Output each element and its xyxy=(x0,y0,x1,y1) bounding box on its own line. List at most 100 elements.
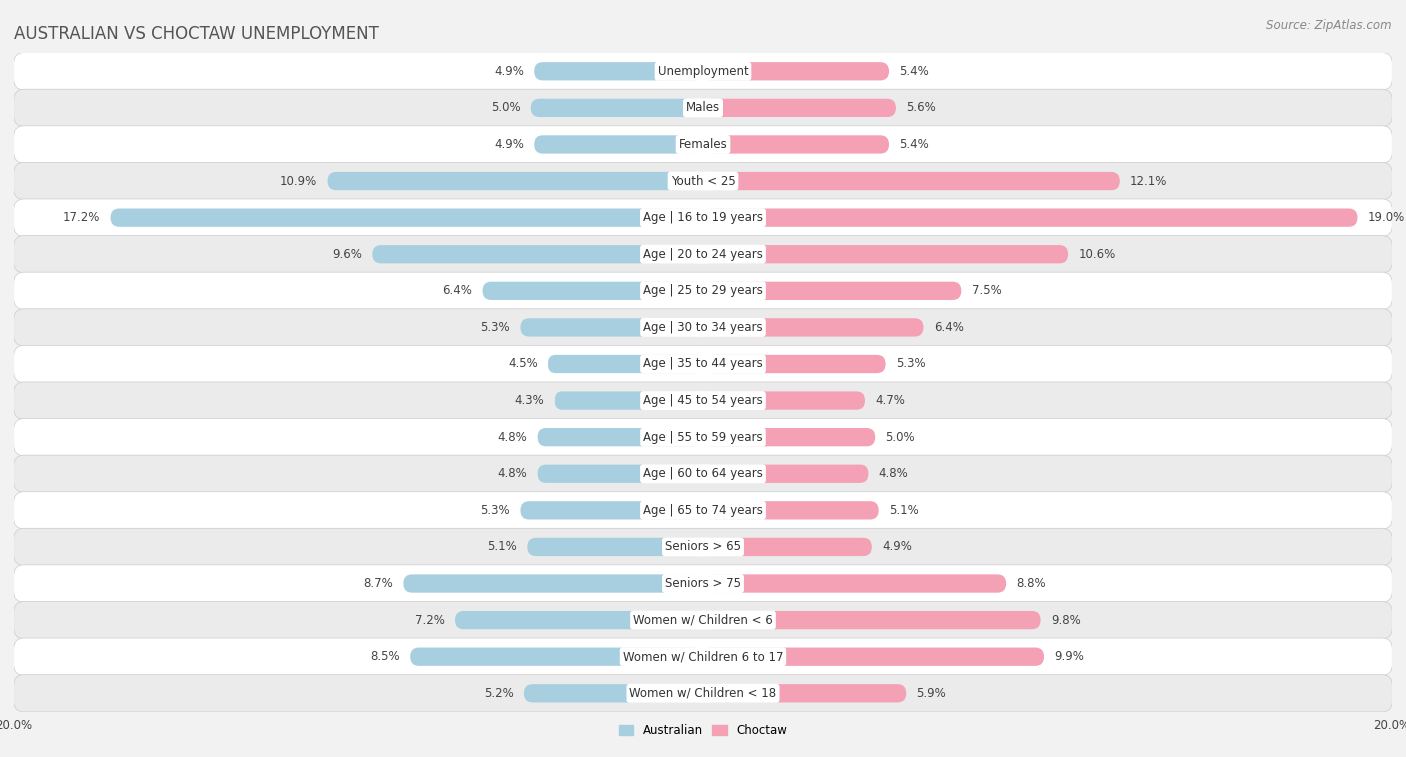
FancyBboxPatch shape xyxy=(703,391,865,410)
Text: Age | 20 to 24 years: Age | 20 to 24 years xyxy=(643,248,763,260)
Text: 9.8%: 9.8% xyxy=(1050,614,1081,627)
Text: Youth < 25: Youth < 25 xyxy=(671,175,735,188)
Text: Age | 25 to 29 years: Age | 25 to 29 years xyxy=(643,285,763,298)
Text: Unemployment: Unemployment xyxy=(658,65,748,78)
FancyBboxPatch shape xyxy=(537,465,703,483)
FancyBboxPatch shape xyxy=(14,565,1392,602)
Text: Women w/ Children < 6: Women w/ Children < 6 xyxy=(633,614,773,627)
FancyBboxPatch shape xyxy=(520,501,703,519)
FancyBboxPatch shape xyxy=(14,602,1392,639)
Text: 4.8%: 4.8% xyxy=(498,431,527,444)
Text: Age | 30 to 34 years: Age | 30 to 34 years xyxy=(643,321,763,334)
Text: 6.4%: 6.4% xyxy=(443,285,472,298)
Text: 4.8%: 4.8% xyxy=(879,467,908,480)
Text: 5.2%: 5.2% xyxy=(484,687,513,699)
Text: AUSTRALIAN VS CHOCTAW UNEMPLOYMENT: AUSTRALIAN VS CHOCTAW UNEMPLOYMENT xyxy=(14,25,380,43)
FancyBboxPatch shape xyxy=(703,537,872,556)
FancyBboxPatch shape xyxy=(14,53,1392,90)
FancyBboxPatch shape xyxy=(456,611,703,629)
Text: Age | 60 to 64 years: Age | 60 to 64 years xyxy=(643,467,763,480)
FancyBboxPatch shape xyxy=(703,98,896,117)
FancyBboxPatch shape xyxy=(531,98,703,117)
Text: Seniors > 75: Seniors > 75 xyxy=(665,577,741,590)
Text: 19.0%: 19.0% xyxy=(1368,211,1405,224)
Text: Males: Males xyxy=(686,101,720,114)
FancyBboxPatch shape xyxy=(373,245,703,263)
Text: Females: Females xyxy=(679,138,727,151)
Text: 5.3%: 5.3% xyxy=(481,504,510,517)
Text: 12.1%: 12.1% xyxy=(1130,175,1167,188)
Text: 5.3%: 5.3% xyxy=(481,321,510,334)
FancyBboxPatch shape xyxy=(404,575,703,593)
Text: 8.8%: 8.8% xyxy=(1017,577,1046,590)
FancyBboxPatch shape xyxy=(14,163,1392,200)
FancyBboxPatch shape xyxy=(703,282,962,300)
FancyBboxPatch shape xyxy=(703,428,875,447)
Text: 4.7%: 4.7% xyxy=(875,394,905,407)
Text: 10.6%: 10.6% xyxy=(1078,248,1116,260)
Text: 10.9%: 10.9% xyxy=(280,175,318,188)
FancyBboxPatch shape xyxy=(14,273,1392,310)
FancyBboxPatch shape xyxy=(14,309,1392,346)
FancyBboxPatch shape xyxy=(411,647,703,666)
Text: Age | 45 to 54 years: Age | 45 to 54 years xyxy=(643,394,763,407)
Text: Seniors > 65: Seniors > 65 xyxy=(665,540,741,553)
Text: 5.6%: 5.6% xyxy=(907,101,936,114)
FancyBboxPatch shape xyxy=(703,611,1040,629)
Text: 5.1%: 5.1% xyxy=(889,504,918,517)
FancyBboxPatch shape xyxy=(703,136,889,154)
Text: 4.9%: 4.9% xyxy=(882,540,912,553)
FancyBboxPatch shape xyxy=(14,199,1392,236)
Text: Women w/ Children < 18: Women w/ Children < 18 xyxy=(630,687,776,699)
Legend: Australian, Choctaw: Australian, Choctaw xyxy=(614,719,792,742)
Text: Age | 35 to 44 years: Age | 35 to 44 years xyxy=(643,357,763,370)
FancyBboxPatch shape xyxy=(703,647,1045,666)
FancyBboxPatch shape xyxy=(520,318,703,337)
Text: 8.5%: 8.5% xyxy=(370,650,399,663)
Text: Age | 16 to 19 years: Age | 16 to 19 years xyxy=(643,211,763,224)
FancyBboxPatch shape xyxy=(14,455,1392,492)
Text: 5.0%: 5.0% xyxy=(886,431,915,444)
Text: 5.4%: 5.4% xyxy=(900,138,929,151)
Text: Age | 55 to 59 years: Age | 55 to 59 years xyxy=(643,431,763,444)
Text: 9.6%: 9.6% xyxy=(332,248,361,260)
Text: 5.1%: 5.1% xyxy=(488,540,517,553)
FancyBboxPatch shape xyxy=(14,126,1392,163)
FancyBboxPatch shape xyxy=(534,136,703,154)
Text: 5.9%: 5.9% xyxy=(917,687,946,699)
Text: 5.0%: 5.0% xyxy=(491,101,520,114)
FancyBboxPatch shape xyxy=(703,465,869,483)
FancyBboxPatch shape xyxy=(534,62,703,80)
Text: 17.2%: 17.2% xyxy=(63,211,100,224)
FancyBboxPatch shape xyxy=(524,684,703,702)
FancyBboxPatch shape xyxy=(703,501,879,519)
Text: 4.9%: 4.9% xyxy=(494,138,524,151)
FancyBboxPatch shape xyxy=(703,575,1007,593)
Text: 4.5%: 4.5% xyxy=(508,357,537,370)
Text: 5.3%: 5.3% xyxy=(896,357,925,370)
Text: 7.5%: 7.5% xyxy=(972,285,1001,298)
FancyBboxPatch shape xyxy=(14,492,1392,529)
Text: 8.7%: 8.7% xyxy=(363,577,392,590)
Text: Source: ZipAtlas.com: Source: ZipAtlas.com xyxy=(1267,19,1392,32)
FancyBboxPatch shape xyxy=(14,235,1392,273)
FancyBboxPatch shape xyxy=(527,537,703,556)
Text: 7.2%: 7.2% xyxy=(415,614,444,627)
Text: 4.9%: 4.9% xyxy=(494,65,524,78)
FancyBboxPatch shape xyxy=(14,674,1392,712)
Text: 4.3%: 4.3% xyxy=(515,394,544,407)
FancyBboxPatch shape xyxy=(703,172,1119,190)
FancyBboxPatch shape xyxy=(703,355,886,373)
FancyBboxPatch shape xyxy=(555,391,703,410)
FancyBboxPatch shape xyxy=(703,245,1069,263)
FancyBboxPatch shape xyxy=(111,208,703,227)
FancyBboxPatch shape xyxy=(703,208,1358,227)
FancyBboxPatch shape xyxy=(328,172,703,190)
Text: 4.8%: 4.8% xyxy=(498,467,527,480)
FancyBboxPatch shape xyxy=(14,89,1392,126)
FancyBboxPatch shape xyxy=(14,345,1392,382)
FancyBboxPatch shape xyxy=(14,528,1392,565)
FancyBboxPatch shape xyxy=(703,62,889,80)
FancyBboxPatch shape xyxy=(703,318,924,337)
FancyBboxPatch shape xyxy=(14,419,1392,456)
